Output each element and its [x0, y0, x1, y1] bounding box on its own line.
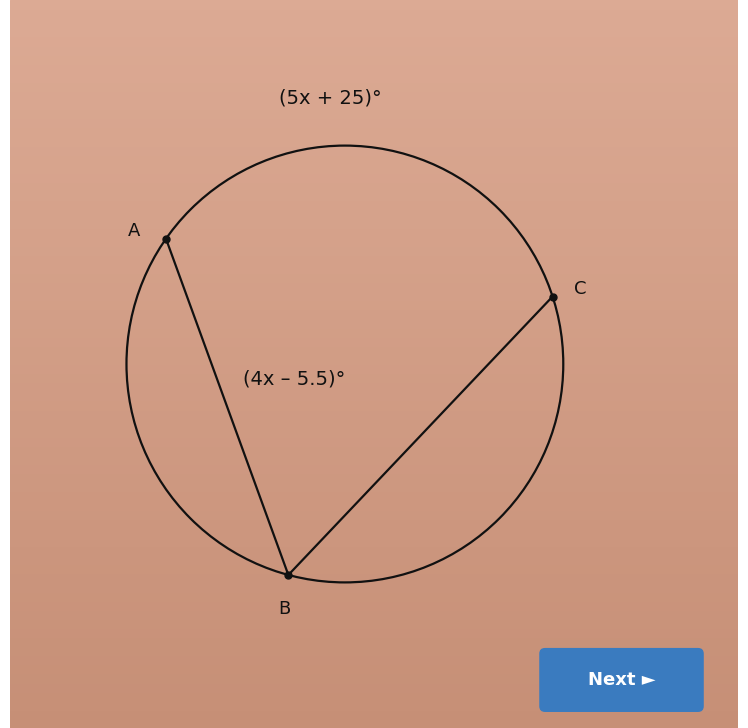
- Bar: [10, 683, 738, 692]
- Bar: [10, 319, 738, 328]
- Bar: [10, 601, 738, 610]
- Bar: [10, 173, 738, 182]
- Text: B: B: [278, 601, 291, 619]
- Bar: [10, 246, 738, 255]
- Bar: [10, 45, 738, 55]
- Bar: [10, 27, 738, 36]
- Bar: [10, 637, 738, 646]
- Bar: [10, 100, 738, 109]
- Bar: [10, 63, 738, 73]
- Bar: [10, 555, 738, 564]
- Bar: [10, 700, 738, 710]
- Bar: [10, 673, 738, 683]
- Bar: [10, 400, 738, 409]
- Bar: [10, 200, 738, 209]
- Bar: [10, 719, 738, 728]
- Bar: [10, 628, 738, 637]
- Bar: [10, 146, 738, 155]
- Bar: [10, 282, 738, 291]
- Bar: [10, 273, 738, 282]
- Bar: [10, 36, 738, 45]
- Bar: [10, 591, 738, 601]
- Bar: [10, 537, 738, 546]
- Bar: [10, 364, 738, 373]
- Bar: [10, 446, 738, 455]
- Bar: [10, 355, 738, 364]
- Bar: [10, 218, 738, 227]
- Bar: [10, 473, 738, 482]
- Bar: [10, 619, 738, 628]
- Bar: [10, 264, 738, 273]
- Bar: [10, 18, 738, 27]
- Bar: [10, 528, 738, 537]
- Bar: [10, 419, 738, 427]
- Bar: [10, 182, 738, 191]
- Text: (4x – 5.5)°: (4x – 5.5)°: [243, 369, 346, 388]
- Bar: [10, 309, 738, 319]
- Bar: [10, 692, 738, 700]
- FancyBboxPatch shape: [539, 648, 704, 712]
- Bar: [10, 237, 738, 245]
- Bar: [10, 55, 738, 64]
- Bar: [10, 136, 738, 146]
- Bar: [10, 255, 738, 264]
- Bar: [10, 437, 738, 446]
- Bar: [10, 655, 738, 664]
- Bar: [10, 710, 738, 719]
- Bar: [10, 118, 738, 127]
- Bar: [10, 491, 738, 501]
- Bar: [10, 154, 738, 164]
- Bar: [10, 0, 738, 9]
- Bar: [10, 582, 738, 591]
- Bar: [10, 291, 738, 300]
- Bar: [10, 210, 738, 218]
- Bar: [10, 391, 738, 400]
- Bar: [10, 373, 738, 382]
- Bar: [10, 564, 738, 574]
- Bar: [10, 482, 738, 491]
- Text: C: C: [574, 280, 587, 298]
- Bar: [10, 346, 738, 355]
- Bar: [10, 427, 738, 437]
- Bar: [10, 664, 738, 673]
- Bar: [10, 501, 738, 510]
- Bar: [10, 73, 738, 82]
- Bar: [10, 574, 738, 582]
- Bar: [10, 328, 738, 336]
- Bar: [10, 646, 738, 655]
- Bar: [10, 191, 738, 200]
- Bar: [10, 82, 738, 91]
- Bar: [10, 382, 738, 392]
- Text: A: A: [128, 223, 141, 240]
- Text: (5x + 25)°: (5x + 25)°: [279, 89, 381, 108]
- Bar: [10, 91, 738, 100]
- Bar: [10, 518, 738, 528]
- Bar: [10, 546, 738, 555]
- Bar: [10, 409, 738, 419]
- Text: Next ►: Next ►: [588, 671, 655, 689]
- Bar: [10, 609, 738, 619]
- Bar: [10, 464, 738, 473]
- Bar: [10, 336, 738, 346]
- Bar: [10, 301, 738, 309]
- Bar: [10, 510, 738, 518]
- Bar: [10, 227, 738, 237]
- Bar: [10, 109, 738, 118]
- Bar: [10, 9, 738, 18]
- Bar: [10, 127, 738, 136]
- Bar: [10, 455, 738, 464]
- Bar: [10, 164, 738, 173]
